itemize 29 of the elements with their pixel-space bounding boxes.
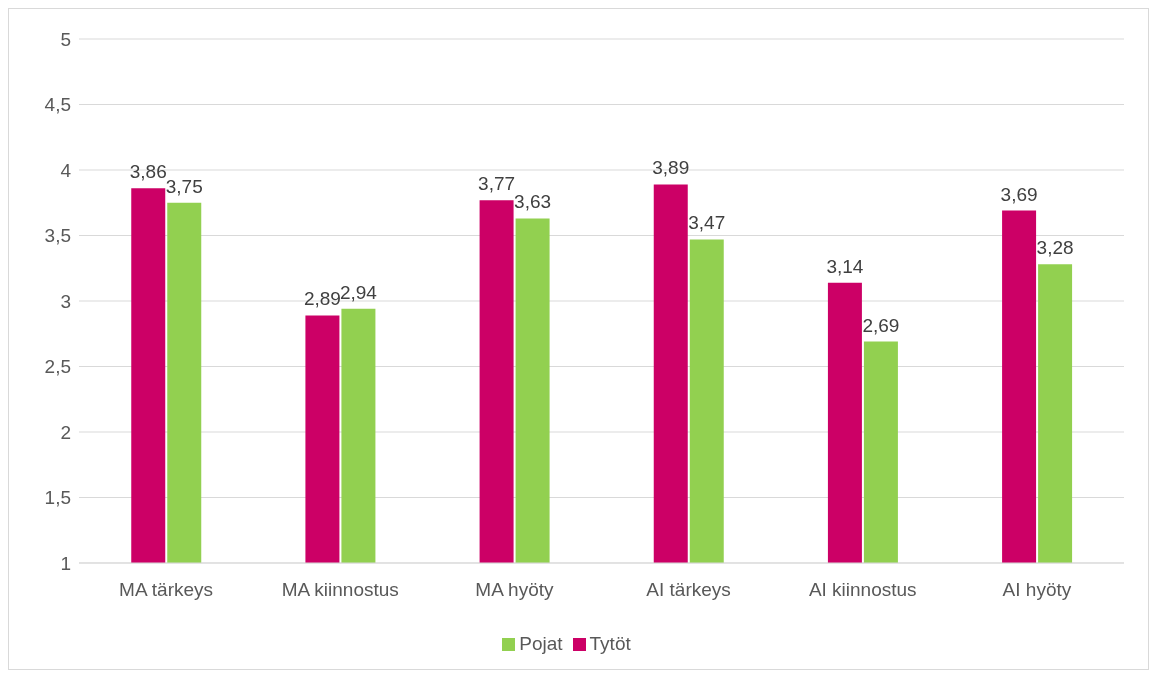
data-label: 3,89 <box>652 157 690 179</box>
legend-label: Pojat <box>519 633 563 654</box>
y-tick-label: 4 <box>60 159 72 181</box>
legend-label: Tytöt <box>589 633 631 654</box>
x-tick-label: AI tärkeys <box>646 579 731 601</box>
data-label: 3,28 <box>1036 237 1074 259</box>
y-tick-label: 4,5 <box>44 94 71 116</box>
data-label: 3,75 <box>165 175 203 197</box>
data-label: 2,69 <box>862 314 900 336</box>
y-tick-label: 2 <box>60 421 71 443</box>
y-tick-label: 3,5 <box>44 225 71 247</box>
data-label: 3,14 <box>826 255 864 277</box>
y-tick-label: 5 <box>60 28 71 50</box>
y-tick-label: 1 <box>60 552 71 574</box>
x-tick-label: MA tärkeys <box>119 579 214 601</box>
data-label: 3,47 <box>688 212 726 234</box>
x-tick-label: AI kiinnostus <box>808 579 917 601</box>
x-tick-label: MA hyöty <box>475 579 554 601</box>
data-label: 3,77 <box>478 173 516 195</box>
data-label: 2,89 <box>303 288 341 310</box>
data-label: 3,63 <box>514 191 552 213</box>
data-label: 2,94 <box>339 281 378 303</box>
x-tick-label: MA kiinnostus <box>281 579 399 601</box>
data-label: 3,86 <box>129 161 167 183</box>
data-label: 3,69 <box>1000 183 1038 205</box>
y-tick-label: 3 <box>60 290 71 312</box>
y-tick-label: 2,5 <box>44 356 71 378</box>
y-tick-label: 1,5 <box>44 487 71 509</box>
x-tick-label: AI hyöty <box>1002 579 1072 601</box>
